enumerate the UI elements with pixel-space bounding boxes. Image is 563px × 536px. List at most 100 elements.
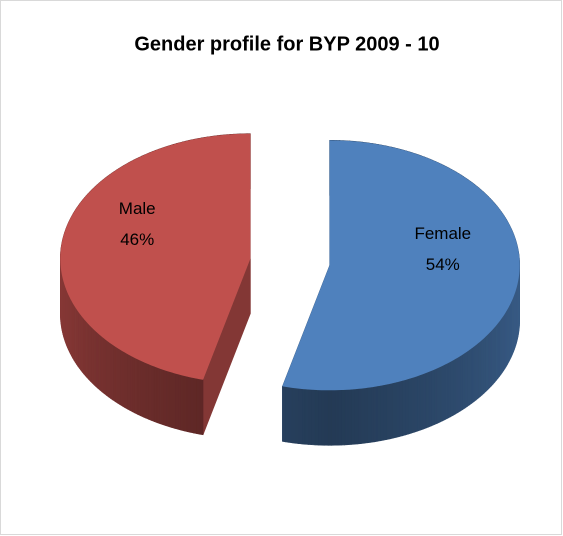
slice-side bbox=[452, 358, 456, 416]
slice-side bbox=[151, 365, 155, 422]
slice-group bbox=[282, 139, 520, 446]
slice-side bbox=[148, 363, 152, 421]
slice-side bbox=[364, 387, 368, 444]
slice-side bbox=[414, 375, 418, 433]
slice-side bbox=[439, 365, 443, 423]
slice-side bbox=[291, 387, 296, 444]
slice-side bbox=[459, 354, 463, 412]
slice-side bbox=[457, 355, 461, 414]
slice-side bbox=[114, 346, 118, 404]
slice-side bbox=[288, 387, 293, 444]
slice-side bbox=[347, 389, 352, 446]
slice-side bbox=[395, 381, 400, 438]
slice-side bbox=[357, 388, 362, 445]
slice-side bbox=[140, 360, 144, 418]
slice-side bbox=[110, 342, 114, 401]
slice-side bbox=[471, 346, 475, 404]
slice-side bbox=[183, 375, 188, 432]
slice-side bbox=[145, 362, 149, 420]
slice-side bbox=[419, 373, 424, 431]
slice-side bbox=[174, 373, 179, 430]
slice-side bbox=[134, 357, 139, 415]
slice-side bbox=[405, 378, 409, 436]
slice-side bbox=[431, 369, 435, 427]
slice-label: Male bbox=[119, 199, 156, 218]
slice-side bbox=[428, 370, 432, 428]
slice-side bbox=[171, 372, 176, 429]
slice-side bbox=[447, 361, 451, 419]
slice-side bbox=[398, 380, 403, 437]
slice-side bbox=[311, 389, 316, 446]
slice-side bbox=[162, 369, 167, 427]
slice-side bbox=[282, 386, 286, 443]
slice-side bbox=[455, 357, 459, 415]
pie-slice bbox=[60, 133, 251, 380]
slice-side bbox=[193, 377, 197, 434]
slice-side bbox=[367, 386, 372, 444]
slice-side bbox=[308, 389, 313, 446]
slice-side bbox=[101, 336, 105, 395]
slice-side bbox=[344, 389, 349, 446]
pie-slice bbox=[282, 140, 520, 391]
slice-side bbox=[411, 376, 415, 434]
slice-group bbox=[60, 133, 251, 436]
slice-side bbox=[473, 344, 477, 403]
slice-side bbox=[360, 387, 365, 444]
slice-side bbox=[324, 389, 329, 446]
slice-side bbox=[304, 388, 309, 445]
slice-side bbox=[380, 384, 384, 442]
slice-side bbox=[341, 389, 346, 446]
slice-side bbox=[180, 374, 185, 432]
slice-side bbox=[462, 352, 466, 411]
slice-side bbox=[425, 371, 430, 429]
slice-side bbox=[334, 389, 339, 446]
slice-side bbox=[153, 366, 158, 424]
slice-side bbox=[159, 368, 164, 426]
slice-side bbox=[464, 350, 468, 409]
slice-side bbox=[156, 367, 161, 425]
slice-side bbox=[190, 376, 194, 434]
slice-side bbox=[108, 341, 111, 400]
slice-side bbox=[298, 388, 303, 445]
slice-side bbox=[314, 389, 319, 446]
slice-side bbox=[351, 388, 355, 445]
slice-side bbox=[285, 386, 290, 443]
slice-side bbox=[137, 358, 141, 417]
slice-side bbox=[444, 362, 449, 421]
slice-side bbox=[477, 340, 481, 399]
chart-title: Gender profile for BYP 2009 - 10 bbox=[134, 33, 439, 55]
slice-side bbox=[318, 389, 322, 446]
slice-side bbox=[475, 342, 479, 401]
slice-value-label: 54% bbox=[426, 255, 460, 274]
slice-side bbox=[331, 389, 336, 446]
slice-side bbox=[402, 379, 406, 437]
slice-side bbox=[321, 389, 326, 446]
slice-side bbox=[117, 347, 121, 406]
slice-side bbox=[392, 382, 397, 439]
slice-side bbox=[142, 361, 147, 419]
slice-side bbox=[199, 378, 204, 436]
slice-side bbox=[124, 352, 128, 410]
slice-label: Female bbox=[414, 224, 471, 243]
slice-side bbox=[337, 389, 342, 446]
slice-side bbox=[386, 383, 391, 440]
slice-side bbox=[99, 334, 103, 393]
slice-side bbox=[103, 337, 107, 396]
slice-side bbox=[422, 372, 427, 430]
slice-side bbox=[370, 386, 375, 443]
slice-side bbox=[132, 356, 136, 414]
slice-side bbox=[450, 359, 454, 418]
slice-side bbox=[127, 353, 131, 411]
slice-side bbox=[434, 367, 438, 426]
slice-side bbox=[129, 354, 133, 413]
slice-side bbox=[119, 349, 123, 407]
slice-side bbox=[383, 384, 388, 441]
slice-side bbox=[389, 382, 394, 440]
slice-side bbox=[467, 349, 470, 408]
slice-side bbox=[122, 350, 126, 409]
slice-side bbox=[469, 347, 473, 406]
slice-value-label: 46% bbox=[120, 230, 154, 249]
slice-side bbox=[376, 385, 381, 442]
slice-side bbox=[105, 339, 109, 398]
slice-side bbox=[354, 388, 359, 445]
